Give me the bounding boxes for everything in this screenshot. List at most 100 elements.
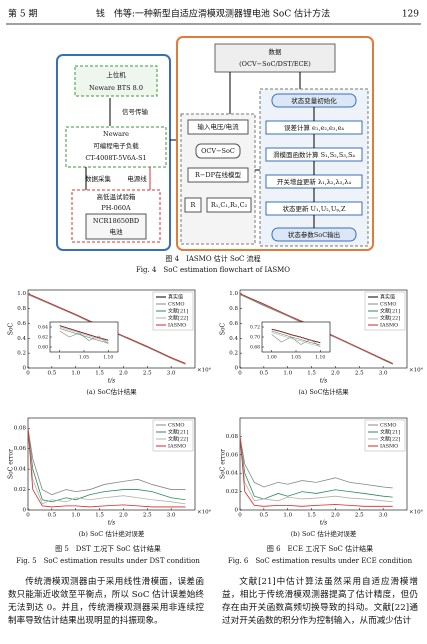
y-tick-label: 0.08: [226, 434, 239, 440]
series-line: [27, 428, 186, 496]
paragraph: 文献[21]中估计算法虽然采用自适应滑模增益，相比于传统滑模观测器提高了估计精度…: [222, 577, 418, 626]
x-tick-label: 2.5: [143, 371, 152, 377]
series-line: [239, 436, 393, 503]
legend-label: 文献[21]: [380, 308, 400, 315]
y-tick-label: 0.6: [17, 321, 26, 327]
load-box: [65, 126, 167, 168]
series-line: [239, 436, 393, 500]
power-line: 电源线: [127, 174, 147, 183]
y-tick-label: 0.72: [250, 325, 260, 331]
x-tick-label: 1.5: [307, 513, 316, 519]
x-tick-label: 1.10: [315, 355, 325, 361]
x-tick-label: 1.0: [283, 371, 292, 377]
x-tick-label: 1.5: [95, 371, 104, 377]
algorithm-frame: [176, 36, 374, 251]
rc: R₁,C₁,R₂,C₂: [211, 201, 248, 209]
x-tick-label: 0.5: [259, 513, 268, 519]
x-tick-label: 2.0: [119, 371, 128, 377]
legend-label: 文献[21]: [168, 308, 188, 315]
load-model: CT-4008T-5V6A-S1: [85, 154, 146, 162]
x-tick-label: 0: [238, 513, 242, 519]
series-line: [271, 329, 321, 344]
x-axis-label: t/s: [108, 378, 116, 385]
y-tick-label: 0: [235, 508, 239, 514]
x-tick-label: 3.0: [379, 513, 388, 519]
legend-label: 文献[22]: [168, 436, 188, 443]
x-tick-label: 2.0: [331, 371, 340, 377]
y-tick-label: 0.6: [229, 321, 238, 327]
flowchart: 上位机 Neware BTS 8.0 信号传输 Neware 可编程电子负载 C…: [56, 36, 374, 251]
legend-label: CSMO: [168, 302, 184, 308]
y-tick-label: 0.04: [14, 467, 27, 473]
output: 状态参数SoC输出: [288, 230, 340, 239]
host: 上位机: [106, 70, 126, 79]
hardware-frame: [56, 54, 171, 251]
ocv: OCV−SoC: [201, 147, 235, 155]
x-multiplier: ×10⁴: [197, 509, 212, 516]
y-tick-label: 0: [235, 366, 239, 372]
x-tick-label: 0: [238, 371, 242, 377]
fig-caption: 图 4 IASMO 估计 SoC 流程: [165, 254, 260, 263]
host-box: [74, 65, 158, 97]
fig-caption: 图 5 DST 工况下 SoC 估计结果: [55, 544, 161, 553]
y-tick-label: 0.08: [14, 426, 27, 432]
legend-label: IASMO: [380, 323, 398, 329]
cell-box: [85, 213, 147, 240]
x-tick-label: 2.5: [355, 371, 364, 377]
subcaption: (a) SoC估计结果: [298, 387, 349, 396]
x-tick-label: 2.0: [331, 513, 340, 519]
fig-caption: 图 6 ECE 工况下 SoC 估计结果: [267, 544, 373, 553]
error: 误差计算 e₁,e₂,e₃,e₄: [284, 123, 344, 132]
cell-label: 电池: [110, 227, 124, 236]
r-box: [184, 197, 202, 213]
input: 输入电压/电流: [197, 122, 239, 131]
x-tick-label: 0: [26, 513, 30, 519]
legend-label: 文献[22]: [380, 436, 400, 443]
x-tick-label: 1.5: [307, 371, 316, 377]
fig-caption: Fig. 6 SoC estimation results under ECE …: [228, 557, 413, 565]
x-tick-label: 2.5: [355, 513, 364, 519]
legend-label: 真实值: [380, 294, 395, 301]
gain: 开关增益更新 λ₁,λ₂,λ₃,λ₄: [277, 177, 352, 186]
page-number: 129: [402, 10, 419, 20]
x-multiplier: ×10⁴: [409, 367, 424, 374]
signal: 信号传输: [122, 107, 149, 116]
x-tick-label: 2.5: [143, 513, 152, 519]
rc-box: [206, 197, 252, 213]
series-line: [27, 428, 186, 505]
series-line: [239, 436, 393, 507]
y-tick-label: 0: [23, 508, 27, 514]
y-tick-label: 0.04: [226, 471, 239, 477]
issue: 第 5 期: [8, 8, 37, 20]
y-tick-label: 0.2: [17, 351, 26, 357]
x-tick-label: 1.0: [283, 513, 292, 519]
ocv-box: [195, 143, 241, 159]
legend-label: 真实值: [168, 294, 183, 301]
y-tick-label: 1.0: [17, 291, 26, 297]
x-tick-label: 1.00: [267, 355, 277, 361]
legend-label: IASMO: [168, 444, 186, 450]
subcaption: (b) SoC 估计绝对误差: [291, 529, 357, 538]
series-line: [271, 330, 321, 346]
chamber: 高低温试验箱: [97, 192, 137, 201]
x-tick-label: 1.5: [95, 513, 104, 519]
legend-label: IASMO: [168, 323, 186, 329]
legend-label: IASMO: [380, 444, 398, 450]
legend-label: CSMO: [380, 423, 396, 429]
x-tick-label: 1.05: [79, 355, 89, 361]
x-axis-label: t/s: [320, 520, 328, 527]
data-types: (OCV−SoC/DST/ECE): [239, 60, 311, 68]
x-tick-label: 1.0: [71, 371, 80, 377]
series-line: [59, 325, 109, 341]
y-tick-label: 0.60: [38, 345, 48, 351]
legend-label: CSMO: [168, 423, 184, 429]
model-name-box: [187, 167, 249, 183]
paragraph: 传统滑模观测器由于采用线性滑模面，误差函数只能渐近收敛至平衡点，所以 SoC 估…: [8, 577, 204, 626]
x-tick-label: 3.0: [167, 513, 176, 519]
legend-label: 文献[21]: [168, 429, 188, 436]
legend-label: CSMO: [380, 302, 396, 308]
y-tick-label: 0.06: [226, 452, 239, 458]
fig-caption: Fig. 4 SoC estimation flowchart of IASMO: [136, 266, 290, 274]
load-name: 可编程电子负载: [93, 141, 139, 150]
legend-label: 文献[22]: [168, 315, 188, 322]
